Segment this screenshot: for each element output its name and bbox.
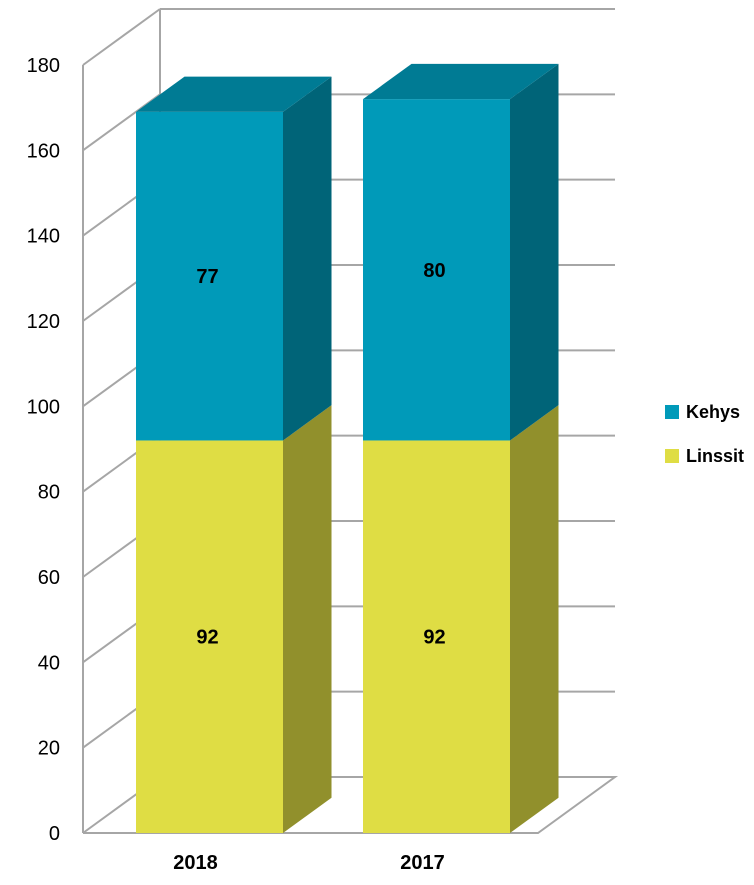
x-tick-label: 2017 bbox=[400, 852, 445, 874]
legend-label: Kehys bbox=[686, 402, 740, 422]
y-tick-label: 40 bbox=[38, 652, 60, 674]
bar-segment-side bbox=[283, 76, 332, 441]
data-label: 92 bbox=[423, 627, 445, 649]
legend-label: Linssit bbox=[686, 446, 744, 466]
bar-top-face bbox=[363, 63, 559, 100]
chart-bars bbox=[136, 63, 559, 833]
bar-segment bbox=[363, 440, 510, 833]
chart-legend: Kehys Linssit bbox=[665, 402, 744, 466]
chart-data-labels: 92 77 92 80 bbox=[196, 260, 445, 649]
side-gridline bbox=[82, 8, 161, 66]
x-axis-ticks: 2018 2017 bbox=[173, 852, 445, 874]
y-tick-label: 120 bbox=[27, 311, 60, 333]
bar-top-face bbox=[136, 76, 332, 112]
y-tick-label: 180 bbox=[27, 55, 60, 77]
y-tick-label: 20 bbox=[38, 738, 60, 760]
y-tick-label: 60 bbox=[38, 567, 60, 589]
bar-segment bbox=[136, 111, 283, 441]
y-tick-label: 160 bbox=[27, 140, 60, 162]
y-axis-ticks: 0 20 40 60 80 100 120 140 160 180 bbox=[27, 55, 60, 845]
y-tick-label: 80 bbox=[38, 482, 60, 504]
legend-swatch bbox=[665, 449, 679, 463]
bar-segment-side bbox=[510, 63, 559, 441]
bar-segment-side bbox=[283, 405, 332, 833]
side-gridline bbox=[82, 93, 161, 152]
data-label: 77 bbox=[196, 266, 218, 288]
y-tick-label: 0 bbox=[49, 823, 60, 845]
y-tick-label: 100 bbox=[27, 396, 60, 418]
data-label: 80 bbox=[423, 260, 445, 282]
bar-segment bbox=[136, 440, 283, 833]
x-tick-label: 2018 bbox=[173, 852, 218, 874]
data-label: 92 bbox=[196, 627, 218, 649]
bar-segment bbox=[363, 99, 510, 441]
legend-swatch bbox=[665, 405, 679, 419]
y-tick-label: 140 bbox=[27, 226, 60, 248]
bar-segment-side bbox=[510, 405, 559, 833]
